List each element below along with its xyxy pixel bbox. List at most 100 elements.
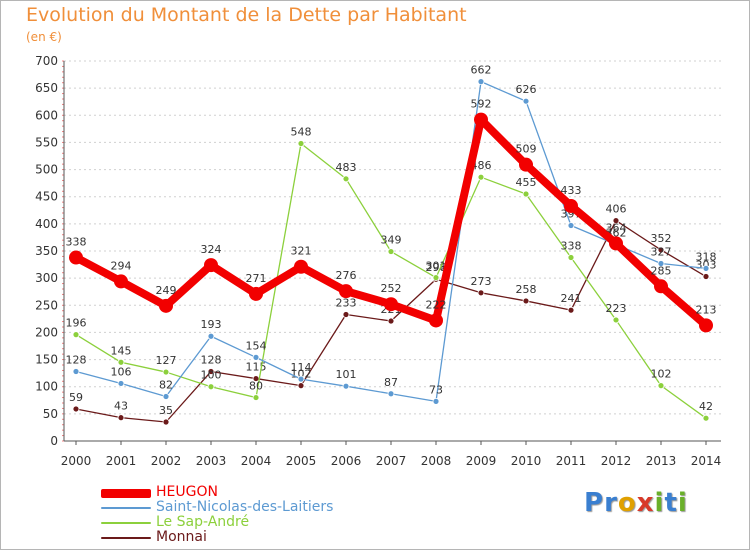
data-point-heugon — [654, 279, 668, 294]
data-point-le-sap-andr- — [252, 394, 260, 401]
data-label-monnai: 352 — [651, 232, 672, 245]
data-label-heugon: 338 — [66, 236, 87, 249]
data-label-le-sap-andr-: 483 — [336, 161, 357, 174]
x-tick-label: 2009 — [466, 454, 497, 468]
data-point-heugon — [519, 157, 533, 172]
data-label-saint-nicolas-des-laitiers: 106 — [111, 365, 132, 378]
data-label-heugon: 321 — [291, 245, 312, 258]
data-label-saint-nicolas-des-laitiers: 82 — [159, 378, 173, 391]
data-point-saint-nicolas-des-laitiers — [567, 222, 575, 229]
data-label-le-sap-andr-: 223 — [606, 302, 627, 315]
data-point-saint-nicolas-des-laitiers — [657, 260, 665, 267]
data-point-monnai — [72, 405, 80, 413]
data-point-monnai — [567, 306, 575, 314]
data-label-saint-nicolas-des-laitiers: 114 — [291, 361, 312, 374]
data-label-saint-nicolas-des-laitiers: 87 — [384, 376, 398, 389]
data-label-saint-nicolas-des-laitiers: 193 — [201, 318, 222, 331]
y-tick-label: 300 — [35, 271, 58, 285]
data-label-le-sap-andr-: 548 — [291, 126, 312, 139]
logo-letter: P — [584, 488, 605, 518]
data-label-le-sap-andr-: 196 — [66, 317, 87, 330]
data-point-saint-nicolas-des-laitiers — [297, 375, 305, 383]
data-point-heugon — [699, 318, 713, 333]
legend-swatch — [101, 522, 151, 524]
data-point-saint-nicolas-des-laitiers — [432, 397, 440, 405]
data-label-heugon: 222 — [426, 298, 447, 311]
data-label-saint-nicolas-des-laitiers: 128 — [66, 354, 87, 367]
data-point-heugon — [339, 284, 353, 299]
data-point-saint-nicolas-des-laitiers — [72, 368, 80, 375]
data-label-heugon: 285 — [651, 264, 672, 277]
data-point-le-sap-andr- — [207, 383, 215, 391]
y-tick-label: 550 — [35, 135, 58, 149]
data-label-heugon: 364 — [606, 221, 627, 234]
x-tick-label: 2004 — [241, 454, 272, 468]
logo-letter: i — [677, 488, 688, 518]
x-tick-label: 2014 — [691, 454, 722, 468]
data-label-le-sap-andr-: 349 — [381, 234, 402, 247]
data-point-le-sap-andr- — [657, 382, 665, 390]
legend-label: Saint-Nicolas-des-Laitiers — [156, 499, 334, 515]
y-tick-label: 50 — [43, 407, 58, 421]
data-point-monnai — [477, 289, 485, 297]
x-tick-label: 2005 — [286, 454, 317, 468]
data-point-heugon — [69, 250, 83, 265]
proxiti-logo: Proxiti — [584, 488, 688, 518]
data-label-monnai: 406 — [606, 203, 627, 216]
legend-swatch — [101, 507, 151, 509]
data-point-saint-nicolas-des-laitiers — [252, 353, 260, 361]
data-point-le-sap-andr- — [297, 140, 305, 147]
data-point-heugon — [114, 274, 128, 289]
legend-swatch — [101, 489, 151, 498]
data-label-le-sap-andr-: 455 — [516, 176, 537, 189]
data-point-le-sap-andr- — [117, 358, 125, 366]
data-label-monnai: 273 — [471, 275, 492, 288]
y-tick-label: 650 — [35, 81, 58, 95]
data-label-saint-nicolas-des-laitiers: 73 — [429, 383, 443, 396]
data-point-saint-nicolas-des-laitiers — [702, 264, 710, 272]
legend-label: HEUGON — [156, 484, 218, 500]
data-label-saint-nicolas-des-laitiers: 154 — [246, 339, 267, 352]
data-label-le-sap-andr-: 338 — [561, 240, 582, 253]
x-tick-label: 2010 — [511, 454, 542, 468]
data-label-le-sap-andr-: 301 — [426, 260, 447, 273]
data-point-le-sap-andr- — [702, 414, 710, 422]
x-tick-label: 2001 — [106, 454, 137, 468]
x-tick-label: 2006 — [331, 454, 362, 468]
data-point-le-sap-andr- — [612, 316, 620, 324]
data-point-heugon — [249, 286, 263, 301]
legend-label: Monnai — [156, 529, 207, 545]
data-label-saint-nicolas-des-laitiers: 662 — [471, 64, 492, 77]
x-tick-label: 2011 — [556, 454, 587, 468]
data-point-heugon — [204, 258, 218, 273]
data-label-saint-nicolas-des-laitiers: 626 — [516, 83, 537, 96]
legend-label: Le Sap-André — [156, 514, 250, 530]
x-tick-label: 2008 — [421, 454, 452, 468]
data-point-heugon — [564, 198, 578, 213]
logo-letter: r — [604, 488, 618, 518]
data-point-saint-nicolas-des-laitiers — [162, 393, 170, 400]
data-point-monnai — [162, 418, 170, 426]
data-point-saint-nicolas-des-laitiers — [477, 78, 485, 86]
data-label-monnai: 233 — [336, 297, 357, 310]
data-point-heugon — [294, 259, 308, 274]
data-point-heugon — [159, 298, 173, 313]
data-label-monnai: 102 — [291, 368, 312, 381]
data-point-le-sap-andr- — [567, 254, 575, 261]
x-tick-label: 2002 — [151, 454, 182, 468]
data-label-monnai: 258 — [516, 283, 537, 296]
data-point-le-sap-andr- — [522, 190, 530, 198]
x-tick-label: 2012 — [601, 454, 632, 468]
data-point-le-sap-andr- — [342, 175, 350, 183]
data-label-heugon: 271 — [246, 272, 267, 285]
data-label-heugon: 213 — [696, 303, 717, 316]
logo-letter: x — [636, 488, 655, 518]
data-label-monnai: 128 — [201, 354, 222, 367]
data-point-le-sap-andr- — [432, 274, 440, 282]
data-label-heugon: 509 — [516, 143, 537, 156]
data-point-saint-nicolas-des-laitiers — [387, 390, 395, 398]
data-point-monnai — [657, 246, 665, 254]
data-point-monnai — [297, 382, 305, 390]
x-tick-label: 2013 — [646, 454, 677, 468]
